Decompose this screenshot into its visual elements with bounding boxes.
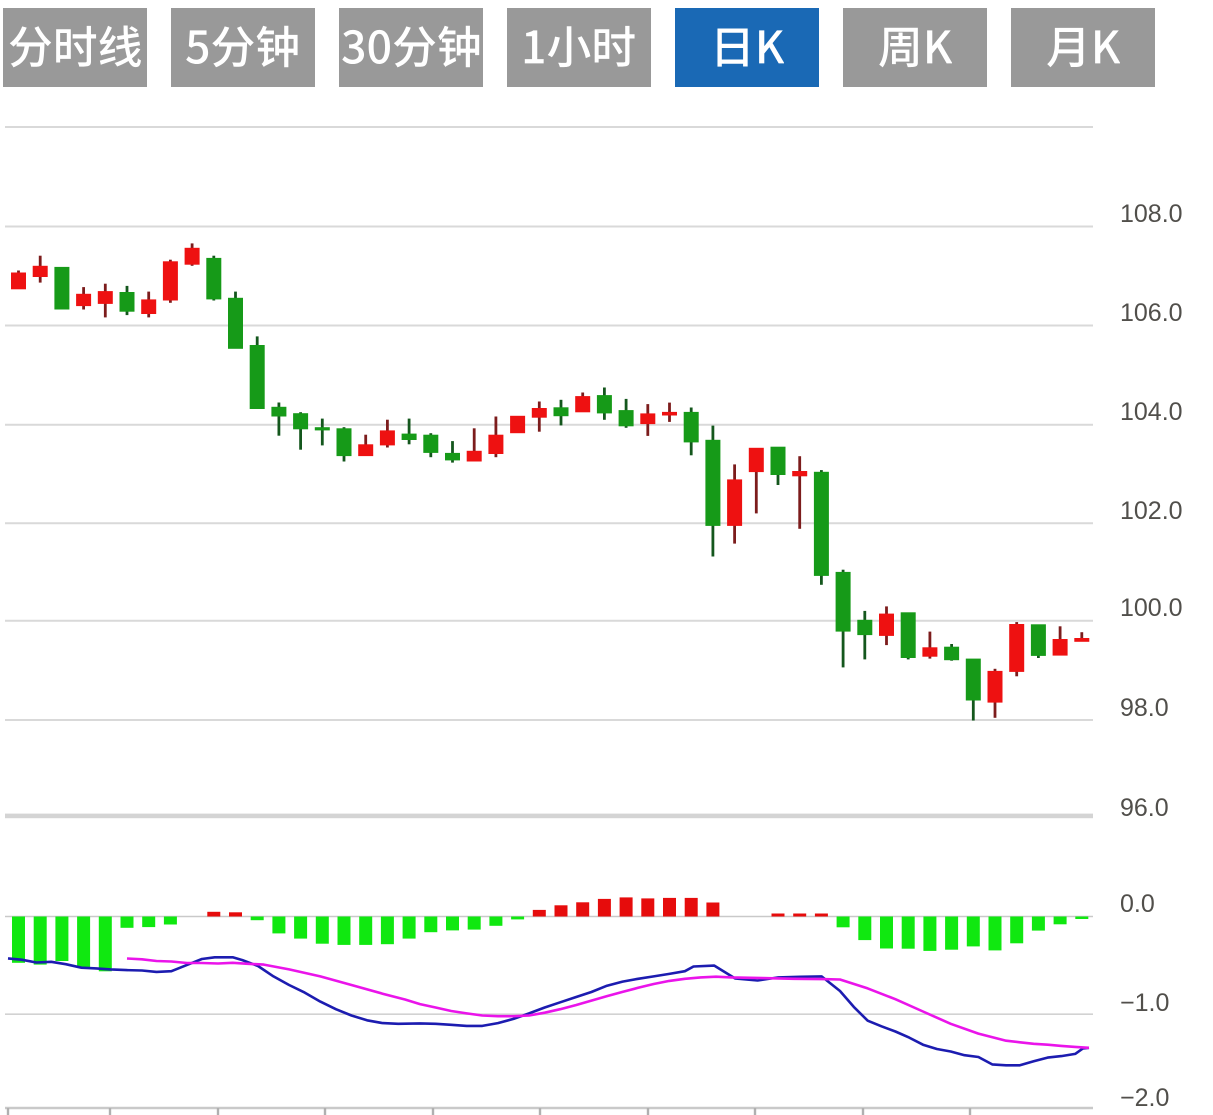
svg-text:96.0: 96.0 [1120,794,1169,822]
svg-text:−2.0: −2.0 [1120,1084,1169,1112]
svg-text:−1.0: −1.0 [1120,989,1169,1017]
svg-text:102.0: 102.0 [1120,497,1183,525]
svg-text:104.0: 104.0 [1120,398,1183,426]
svg-text:100.0: 100.0 [1120,594,1183,622]
svg-text:98.0: 98.0 [1120,694,1169,722]
svg-text:0.0: 0.0 [1120,890,1155,918]
svg-text:106.0: 106.0 [1120,299,1183,327]
svg-text:108.0: 108.0 [1120,200,1183,228]
